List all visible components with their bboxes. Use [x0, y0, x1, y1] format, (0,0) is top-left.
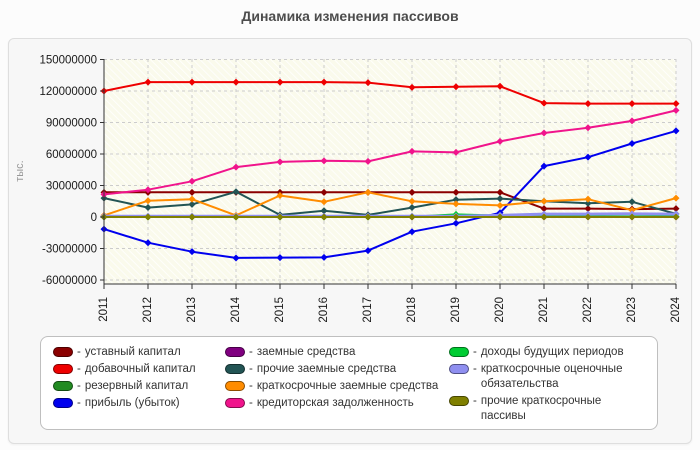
legend-dash: - [77, 397, 81, 409]
legend-column-2: - заемные средства - прочие заемные средств… [225, 345, 449, 421]
legend-swatch-kratkosrochnye-zaemnye-sredstva [225, 381, 245, 391]
legend-swatch-dokhody-budushchikh-periodov [449, 347, 469, 357]
legend-swatch-kratkosrochnye-otsenochnye-obyazatelstva [449, 364, 469, 374]
series-line-kratkosrochnye-zaemnye-sredstva [103, 191, 677, 217]
y-tick-label: 0 [91, 212, 97, 224]
legend-dash: - [249, 397, 253, 409]
legend-dash: - [77, 346, 81, 358]
legend-dash: - [77, 380, 81, 392]
y-axis-title: тыс. [14, 160, 26, 182]
plot-hatch [104, 59, 676, 284]
y-tick-label: 120000000 [39, 86, 97, 98]
y-tick-label: 150000000 [39, 55, 97, 67]
legend-item-ustavnyy-kapital: - уставный капитал [53, 345, 225, 360]
x-tick-label: 2012 [142, 297, 154, 323]
x-tick-label: 2021 [538, 297, 550, 323]
legend-dash: - [249, 346, 253, 358]
y-tick-label: 60000000 [46, 149, 97, 161]
series-line-ustavnyy-kapital [104, 191, 677, 211]
legend-column-1: - уставный капитал - добавочный капитал - рез… [53, 345, 225, 421]
legend-swatch-zaemnye-sredstva [225, 347, 245, 357]
legend-item-label: прочие заемные средства [256, 363, 397, 375]
x-tick-label: 2022 [582, 297, 594, 323]
legend-swatch-pribyl-ubytok [53, 398, 73, 408]
legend-item-label: доходы будущих периодов [480, 346, 624, 358]
chart-legend: - уставный капитал - добавочный капитал - рез… [40, 336, 658, 430]
legend-dash: - [249, 380, 253, 392]
legend-item-label: добавочный капитал [84, 363, 196, 375]
x-tick-label: 2018 [406, 297, 418, 323]
x-tick-label: 2016 [318, 297, 330, 323]
legend-item-rezervnyy-kapital: - резервный капитал [53, 379, 225, 394]
legend-item-label: прибыль (убыток) [84, 397, 180, 409]
series-markers-pribyl-ubytok [100, 127, 680, 262]
legend-swatch-kreditorskaya-zadolzhennost [225, 398, 245, 408]
series-markers-kreditorskaya-zadolzhennost [100, 106, 680, 198]
legend-swatch-prochie-kratkosrochnye-passivy [449, 396, 469, 406]
legend-dash: - [473, 395, 477, 407]
legend-swatch-ustavnyy-kapital [53, 347, 73, 357]
legend-item-dokhody-budushchikh-periodov: - доходы будущих периодов [449, 345, 645, 360]
legend-item-label: краткосрочные заемные средства [256, 380, 439, 392]
x-tick-label: 2023 [626, 297, 638, 323]
legend-item-kratkosrochnye-zaemnye-sredstva: - краткосрочные заемные средства [225, 379, 449, 394]
legend-item-kratkosrochnye-otsenochnye-obyazatelstva: - краткосрочные оценочные обязательства [449, 362, 645, 392]
x-tick-label: 2024 [670, 296, 682, 322]
page-title: Динамика изменения пассивов [241, 8, 459, 24]
legend-item-label: заемные средства [256, 346, 356, 358]
legend-item-label: уставный капитал [84, 346, 181, 358]
legend-swatch-rezervnyy-kapital [53, 381, 73, 391]
legend-swatch-dobavochnyy-kapital [53, 364, 73, 374]
x-tick-label: 2019 [450, 297, 462, 323]
x-tick-label: 2017 [362, 297, 374, 323]
legend-item-kreditorskaya-zadolzhennost: - кредиторская задолженность [225, 396, 449, 411]
y-tick-label: -30000000 [42, 244, 97, 256]
legend-item-prochie-kratkosrochnye-passivy: - прочие краткосрочные пассивы [449, 394, 645, 424]
legend-item-label: краткосрочные оценочные обязательства [480, 363, 623, 390]
legend-dash: - [77, 363, 81, 375]
series-line-pribyl-ubytok [103, 129, 677, 259]
legend-item-prochie-zaemnye-sredstva: - прочие заемные средства [225, 362, 449, 377]
y-tick-label: 90000000 [46, 118, 97, 130]
x-tick-label: 2011 [98, 297, 110, 322]
gridlines [104, 59, 677, 284]
legend-item-zaemnye-sredstva: - заемные средства [225, 345, 449, 360]
legend-item-label: кредиторская задолженность [256, 397, 414, 409]
y-axis: 150000000 120000000 90000000 60000000 300000… [39, 55, 104, 287]
legend-item-pribyl-ubytok: - прибыль (убыток) [53, 396, 225, 411]
legend-item-label: резервный капитал [84, 380, 189, 392]
x-tick-label: 2014 [230, 296, 242, 322]
series-markers-dobavochnyy-kapital [100, 78, 680, 108]
plot-area: 150000000 120000000 90000000 60000000 300000… [14, 55, 682, 323]
chart-panel: 150000000 120000000 90000000 60000000 300000… [8, 38, 692, 444]
y-tick-label: -60000000 [42, 275, 97, 287]
y-tick-label: 30000000 [46, 181, 97, 193]
legend-dash: - [473, 346, 477, 358]
series-line-kreditorskaya-zadolzhennost [103, 109, 677, 196]
x-tick-label: 2020 [494, 297, 506, 323]
legend-column-3: - доходы будущих периодов - краткосрочные о… [449, 345, 645, 424]
legend-dash: - [473, 363, 477, 375]
legend-dash: - [249, 363, 253, 375]
x-tick-label: 2013 [186, 297, 198, 323]
series-line-dobavochnyy-kapital [103, 81, 676, 105]
axes [103, 59, 676, 285]
x-tick-label: 2015 [274, 297, 286, 323]
legend-item-dobavochnyy-kapital: - добавочный капитал [53, 362, 225, 377]
legend-swatch-prochie-zaemnye-sredstva [225, 364, 245, 374]
legend-item-label: прочие краткосрочные пассивы [480, 395, 602, 422]
x-axis: 2011 2012 2013 2014 2015 2016 2017 2018 2019 2020… [98, 284, 682, 323]
